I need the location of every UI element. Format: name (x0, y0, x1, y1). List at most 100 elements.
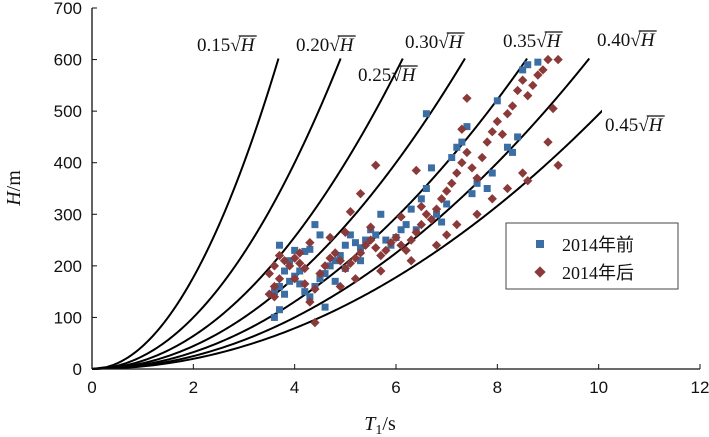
curve-label-var: H (339, 35, 355, 56)
data-point-after (325, 232, 335, 243)
data-point-after (487, 127, 497, 137)
data-point-after (295, 248, 305, 258)
data-point-after (345, 207, 356, 217)
curve-label-radical: √ (536, 31, 547, 52)
curve-label-radical: √ (438, 32, 449, 53)
data-point-before (443, 200, 451, 208)
data-point-before (382, 236, 390, 244)
curve-label-radical: √ (230, 35, 241, 56)
data-point-after (416, 201, 426, 212)
data-point-before (468, 190, 476, 198)
data-point-before (301, 288, 309, 296)
curve-label: 0.45√H (605, 115, 664, 136)
data-point-after (269, 281, 280, 292)
data-point-after (305, 237, 315, 248)
data-point-before (321, 303, 329, 311)
data-point-after (406, 235, 416, 245)
data-point-after (553, 54, 563, 65)
curve-label-radical: √ (638, 115, 649, 136)
curve-label: 0.25√H (358, 65, 417, 86)
legend-box (505, 222, 679, 290)
legend-marker-before (536, 240, 544, 248)
data-point-after (345, 258, 356, 268)
data-point-after (391, 232, 401, 243)
curve-label-var: H (546, 31, 562, 52)
data-point-after (269, 292, 280, 302)
data-point-after (533, 70, 543, 80)
data-point-before (275, 282, 283, 290)
data-point-after (477, 152, 487, 163)
curve-label-radical: √ (329, 35, 340, 56)
data-point-after (365, 235, 376, 245)
data-point-after (518, 168, 528, 178)
data-point-before (514, 133, 522, 141)
data-point-before (331, 277, 339, 285)
data-point-after (512, 85, 523, 96)
data-point-after (360, 240, 371, 250)
data-point-after (431, 240, 442, 250)
x-tick-label: 10 (589, 378, 608, 397)
curve-label-coef: 0.35 (503, 31, 536, 52)
y-tick-label: 600 (54, 51, 82, 70)
data-point-before (326, 262, 334, 270)
data-point-after (300, 279, 310, 289)
data-point-before (509, 148, 517, 156)
data-point-after (295, 258, 305, 268)
data-point-before (433, 210, 441, 218)
data-point-after (528, 80, 538, 91)
data-point-after (315, 268, 325, 279)
data-point-before (281, 290, 289, 298)
data-point-before (301, 247, 309, 255)
y-tick-label: 400 (54, 154, 82, 173)
data-point-before (427, 164, 435, 172)
data-point-before (321, 270, 329, 278)
y-tick-label: 100 (54, 308, 82, 327)
curve-label-var: H (240, 35, 256, 56)
data-point-after (325, 253, 335, 263)
data-point-after (350, 253, 361, 263)
data-point-after (497, 129, 508, 140)
data-point-after (284, 261, 295, 271)
data-point-after (340, 263, 351, 274)
data-point-after (310, 284, 320, 294)
curve-label-coef: 0.15 (197, 35, 230, 56)
curve-label: 0.35√H (503, 31, 562, 52)
data-point-after (366, 222, 376, 232)
data-point-after (452, 168, 462, 178)
reference-curve (92, 58, 466, 370)
data-point-before (291, 246, 299, 254)
x-axis-title-unit: /s (382, 413, 396, 435)
curve-label-coef: 0.45 (605, 115, 638, 136)
data-point-before (448, 154, 456, 162)
legend: 2014年前 2014年后 (505, 222, 679, 290)
data-point-after (436, 194, 447, 204)
data-point-before (483, 185, 491, 192)
data-point-before (438, 218, 446, 226)
data-point-after (350, 274, 361, 284)
data-point-after (411, 165, 421, 176)
data-point-after (472, 209, 482, 219)
data-point-before (336, 252, 344, 260)
data-point-after (300, 263, 310, 274)
data-point-after (371, 243, 381, 253)
data-point-after (264, 268, 274, 279)
y-tick-label: 300 (54, 205, 82, 224)
data-point-before (331, 257, 339, 265)
data-point-before (306, 293, 314, 301)
y-axis-title-main: H (3, 190, 25, 207)
data-point-after (376, 250, 386, 261)
data-point-after (355, 188, 366, 199)
curve-label-var: H (640, 30, 656, 51)
data-point-after (396, 240, 406, 250)
data-point-after (335, 281, 345, 292)
data-point-after (426, 214, 437, 225)
y-ticks: 0 100 200 300 400 500 600 700 (54, 0, 97, 379)
data-point-before (503, 143, 511, 151)
data-point-after (279, 256, 290, 266)
curve-label-var: H (448, 32, 464, 53)
data-point-after (462, 147, 472, 158)
curve-label-radical: √ (391, 65, 402, 86)
data-point-after (441, 230, 452, 240)
data-point-before (275, 241, 283, 249)
